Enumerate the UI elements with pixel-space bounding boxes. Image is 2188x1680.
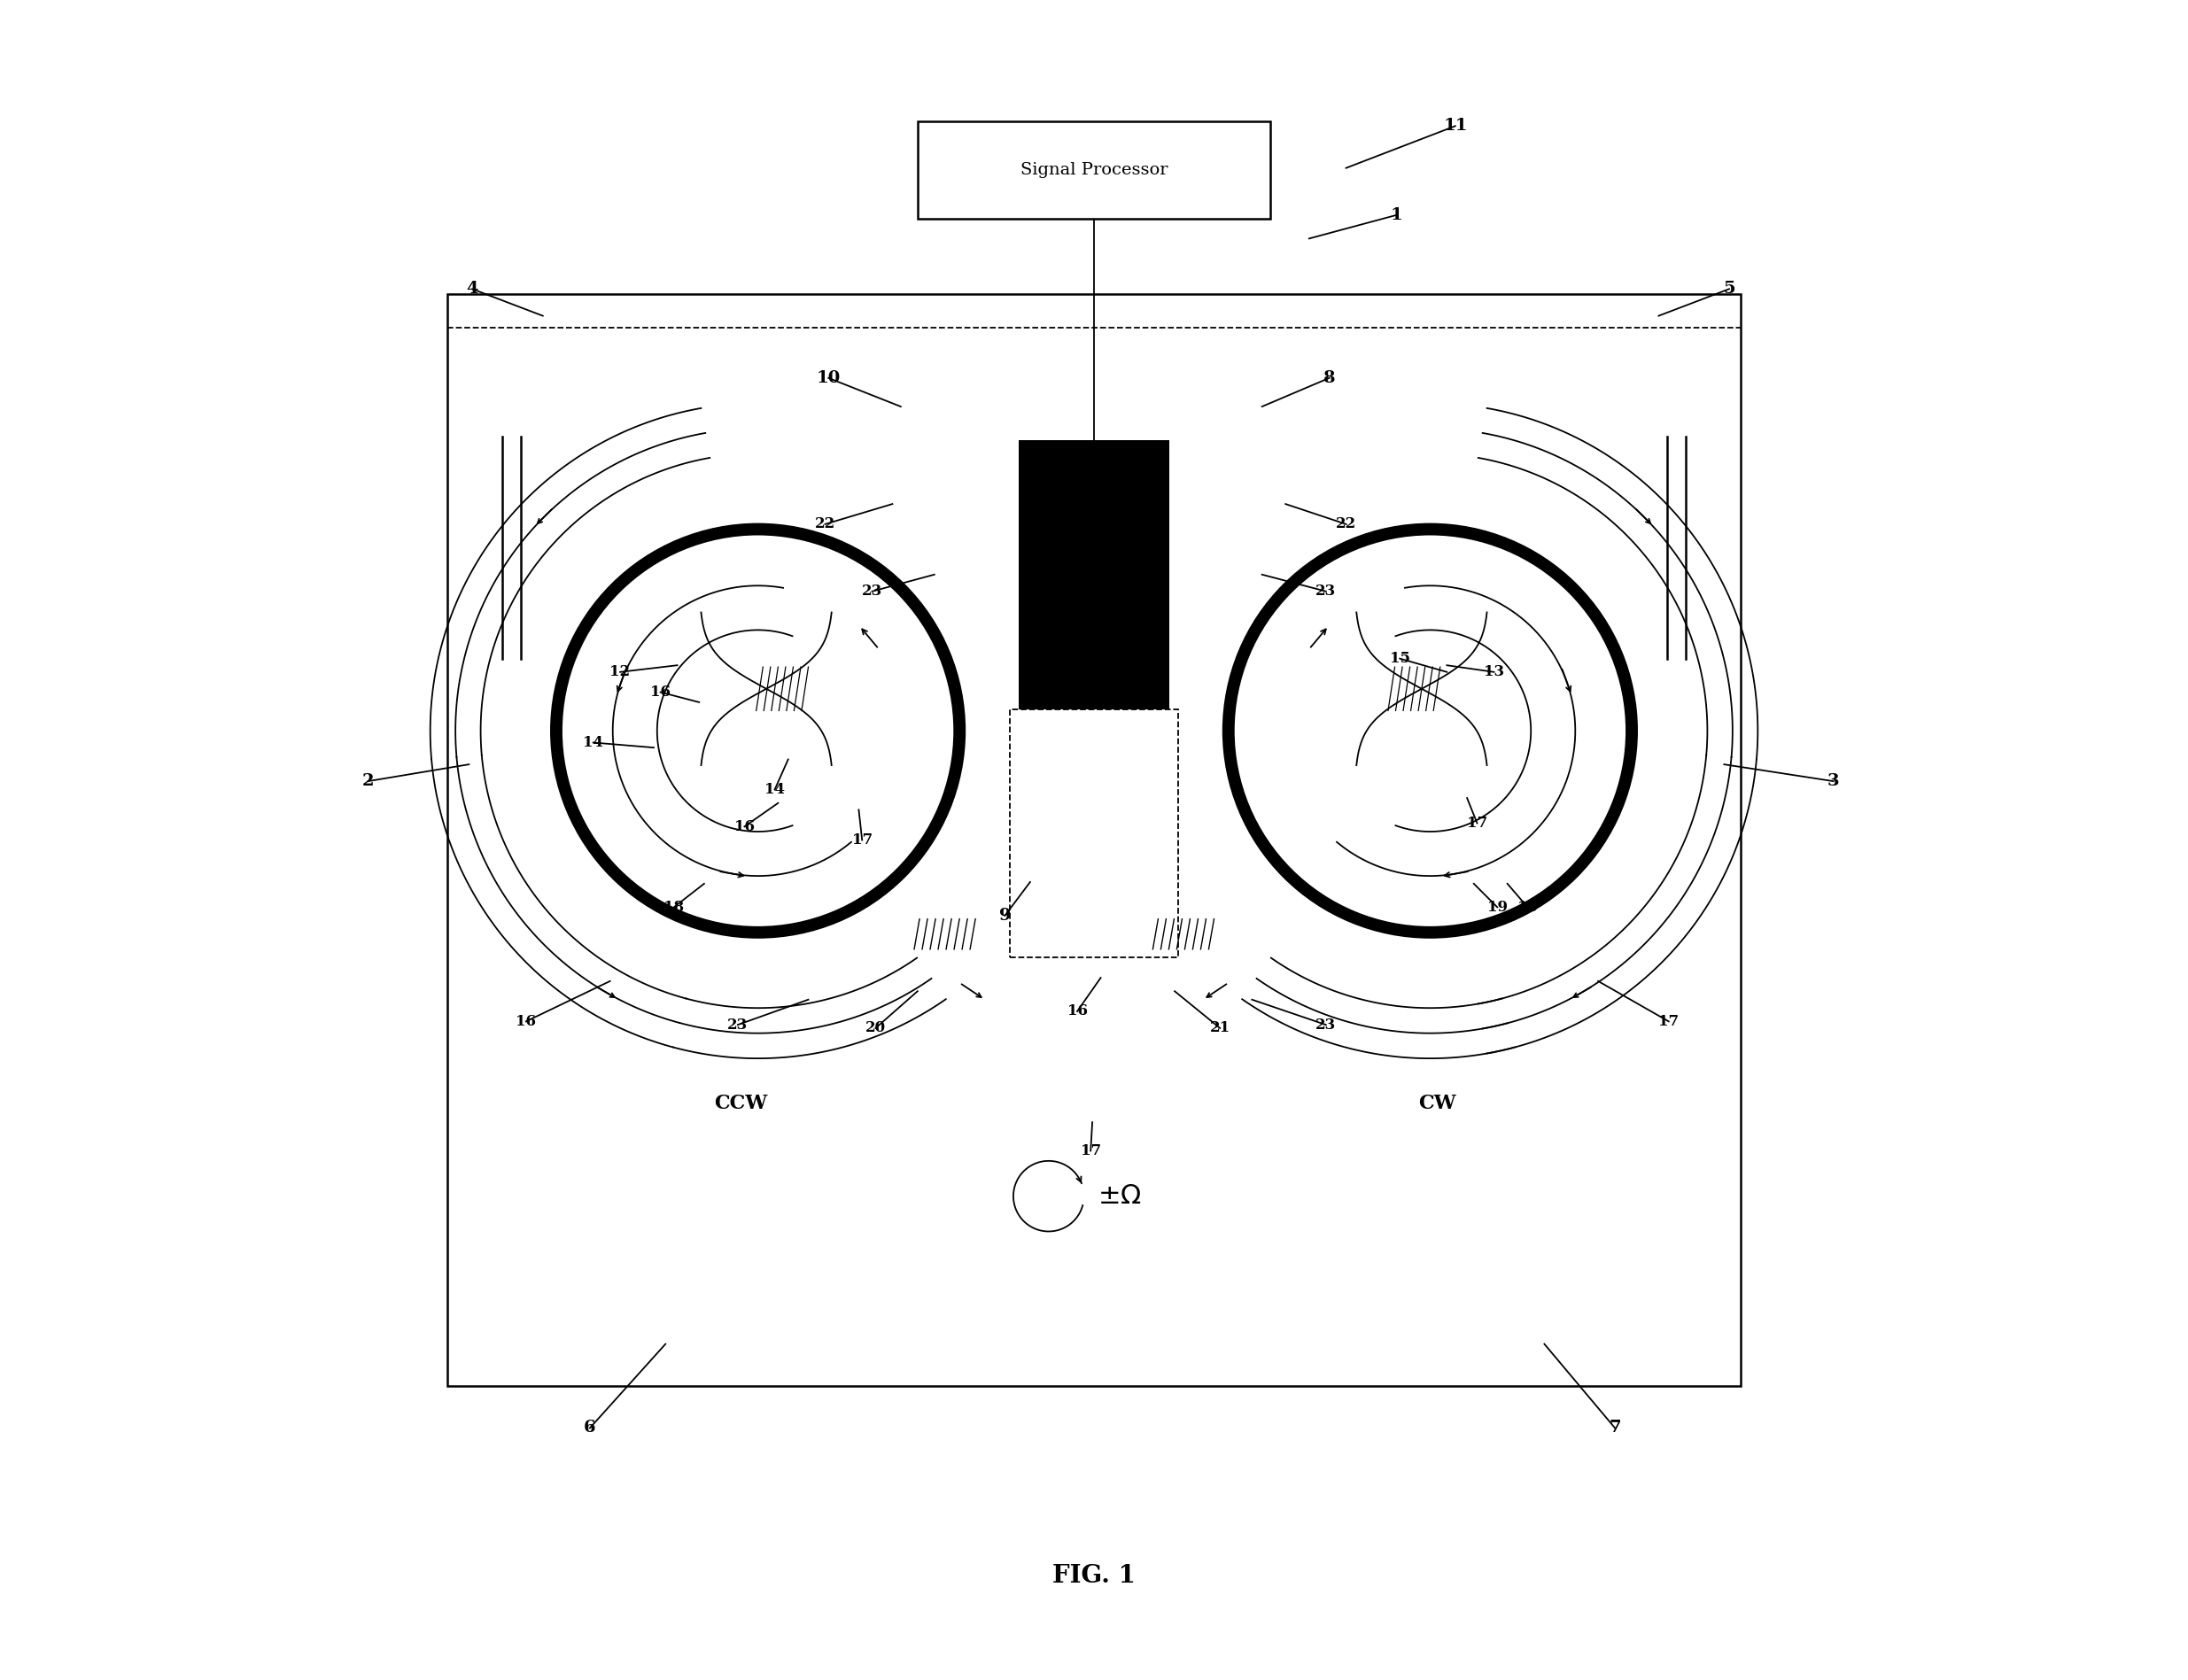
Text: 3: 3 bbox=[1827, 773, 1840, 790]
Text: 23: 23 bbox=[862, 585, 882, 598]
Text: 22: 22 bbox=[814, 517, 836, 531]
Text: 17: 17 bbox=[1081, 1144, 1101, 1158]
Text: 21: 21 bbox=[1210, 1021, 1230, 1035]
Text: 8: 8 bbox=[1324, 370, 1335, 386]
Text: CW: CW bbox=[1418, 1094, 1455, 1114]
Bar bbox=[1011, 709, 1177, 958]
Bar bbox=[1017, 440, 1171, 709]
Text: 16: 16 bbox=[1068, 1005, 1087, 1018]
Text: 13: 13 bbox=[1483, 665, 1503, 679]
Text: 1: 1 bbox=[1389, 207, 1403, 223]
Text: 6: 6 bbox=[584, 1420, 595, 1436]
Bar bbox=[446, 294, 1742, 1386]
Text: 18: 18 bbox=[663, 900, 685, 914]
Text: 23: 23 bbox=[1315, 585, 1337, 598]
Text: 20: 20 bbox=[864, 1021, 886, 1035]
Text: 22: 22 bbox=[1335, 517, 1357, 531]
Text: 15: 15 bbox=[1389, 652, 1409, 665]
Text: FIG. 1: FIG. 1 bbox=[1052, 1564, 1136, 1588]
Text: 23: 23 bbox=[1315, 1018, 1337, 1032]
Text: 2: 2 bbox=[361, 773, 374, 790]
Text: 11: 11 bbox=[1444, 118, 1468, 134]
Text: 16: 16 bbox=[650, 685, 672, 699]
Text: 16: 16 bbox=[735, 820, 755, 833]
Bar bbox=[917, 121, 1271, 218]
Text: CCW: CCW bbox=[715, 1094, 768, 1114]
Text: 12: 12 bbox=[610, 665, 630, 679]
Text: 7: 7 bbox=[1608, 1420, 1621, 1436]
Text: 16: 16 bbox=[516, 1015, 536, 1028]
Text: 17: 17 bbox=[851, 833, 873, 847]
Text: 17: 17 bbox=[1466, 816, 1488, 830]
Text: 14: 14 bbox=[764, 783, 785, 796]
Text: 15: 15 bbox=[1516, 900, 1538, 914]
Text: 9: 9 bbox=[1000, 907, 1011, 924]
Text: 14: 14 bbox=[582, 736, 604, 749]
Text: 5: 5 bbox=[1724, 281, 1735, 297]
Text: 4: 4 bbox=[466, 281, 479, 297]
Text: Signal Processor: Signal Processor bbox=[1020, 161, 1168, 178]
Text: 17: 17 bbox=[1659, 1015, 1678, 1028]
Text: 10: 10 bbox=[816, 370, 840, 386]
Text: $\pm\Omega$: $\pm\Omega$ bbox=[1098, 1183, 1142, 1210]
Text: 19: 19 bbox=[1488, 900, 1508, 914]
Text: 23: 23 bbox=[726, 1018, 748, 1032]
